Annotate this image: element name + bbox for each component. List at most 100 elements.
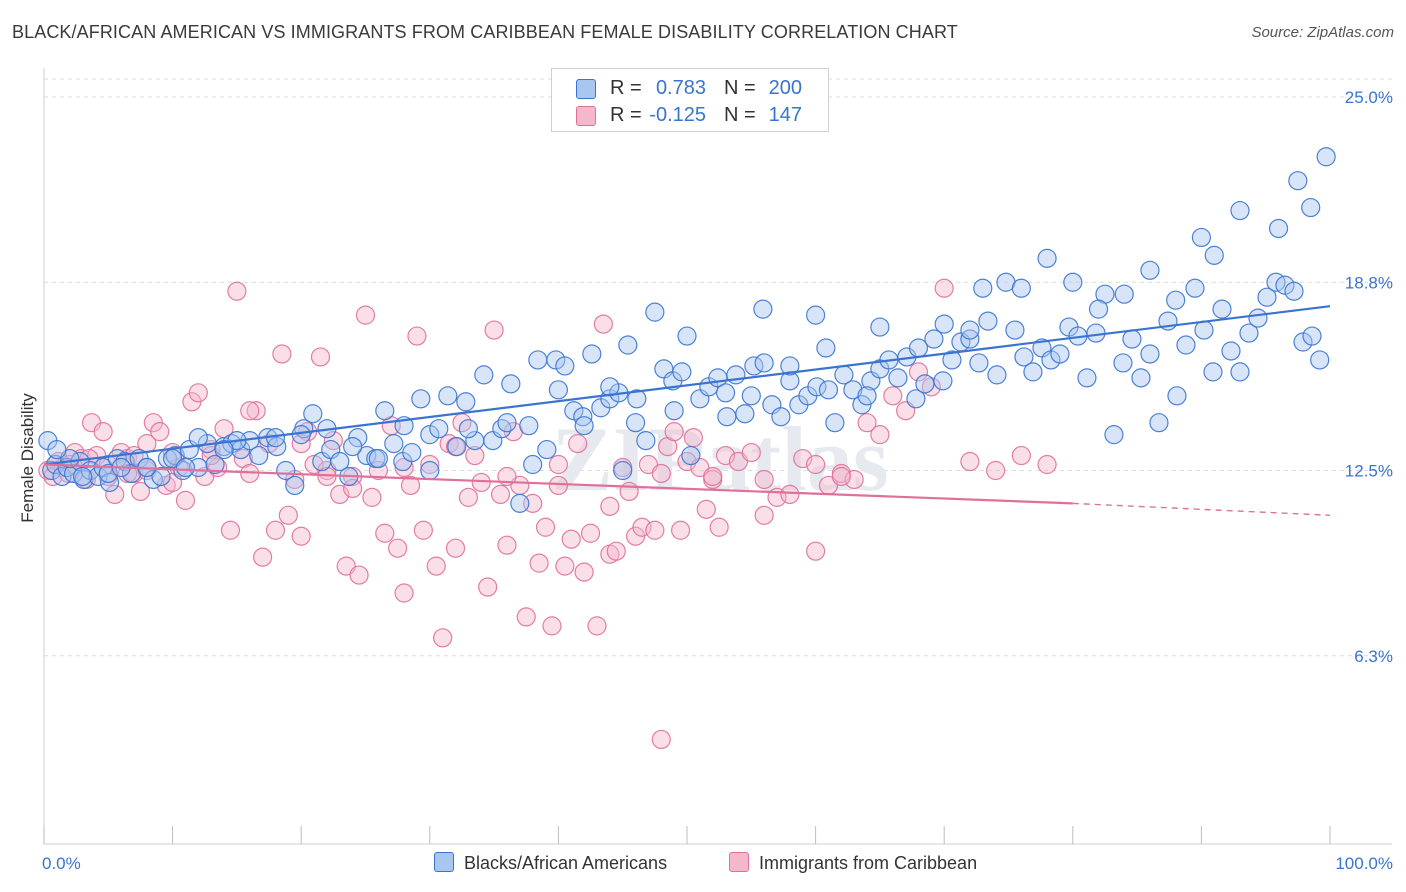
legend-label-caribbean: Immigrants from Caribbean <box>759 853 978 873</box>
data-point <box>1194 320 1214 340</box>
data-point <box>433 628 453 648</box>
data-point <box>973 278 993 298</box>
data-point <box>291 526 311 546</box>
data-point <box>400 475 421 496</box>
data-point <box>375 401 395 421</box>
data-point <box>561 529 581 549</box>
data-point <box>529 553 549 573</box>
data-point <box>568 434 588 454</box>
data-point <box>478 577 498 597</box>
data-point <box>582 344 602 364</box>
data-point <box>753 299 773 319</box>
data-point <box>735 404 755 424</box>
data-point <box>227 281 247 301</box>
x-tick-label: 0.0% <box>42 854 81 873</box>
data-point <box>600 496 620 516</box>
data-point <box>330 451 350 472</box>
data-point <box>220 520 241 540</box>
legend-swatch-blue <box>434 852 454 872</box>
data-point <box>278 505 298 525</box>
axes <box>43 68 1392 845</box>
data-point <box>303 404 323 424</box>
data-point <box>1191 227 1212 248</box>
y-axis-label: Female Disability <box>18 393 37 523</box>
data-point <box>818 380 839 400</box>
data-point <box>870 425 890 445</box>
data-point <box>942 350 962 370</box>
data-point <box>413 520 433 540</box>
data-point <box>1257 287 1277 307</box>
data-point <box>426 556 446 576</box>
data-point <box>355 305 376 325</box>
data-point <box>394 457 414 478</box>
data-point <box>519 416 539 436</box>
data-point <box>1088 299 1109 319</box>
data-point <box>870 317 890 337</box>
chart-title: BLACK/AFRICAN AMERICAN VS IMMIGRANTS FRO… <box>12 22 958 42</box>
data-point <box>1149 413 1169 433</box>
grid-lines <box>44 78 1392 657</box>
data-point <box>411 389 431 409</box>
data-point <box>960 320 980 340</box>
data-point <box>1310 350 1330 370</box>
data-point <box>1050 344 1070 364</box>
data-point <box>285 475 305 496</box>
data-point <box>857 386 877 406</box>
data-point <box>924 329 944 349</box>
data-point <box>501 374 521 394</box>
data-point <box>548 380 569 400</box>
data-point <box>497 535 517 555</box>
data-point <box>205 454 225 475</box>
data-point <box>1284 281 1304 301</box>
legend-row-pink: R = -0.125 N = 147 <box>552 102 828 128</box>
trend-line-pink <box>43 463 1073 505</box>
data-point <box>593 314 614 334</box>
legend-n-value: 200 <box>768 77 802 99</box>
data-point <box>420 460 440 481</box>
data-point <box>272 344 292 364</box>
data-point <box>672 362 692 382</box>
data-point <box>394 583 414 603</box>
data-point <box>214 439 234 460</box>
data-point <box>1114 284 1134 304</box>
data-point <box>580 523 601 543</box>
legend-swatch-blue <box>576 79 596 99</box>
data-point <box>150 422 170 442</box>
legend-r-value: 0.783 <box>655 77 706 99</box>
data-point <box>253 547 273 567</box>
data-point <box>516 607 536 627</box>
data-point <box>1122 329 1142 349</box>
data-point <box>883 386 903 406</box>
data-point <box>1302 326 1322 346</box>
data-point <box>375 523 395 543</box>
data-point <box>105 484 125 505</box>
y-tick-label: 6.3% <box>1354 647 1393 666</box>
data-point <box>1077 368 1097 388</box>
data-point <box>72 466 93 487</box>
data-point <box>555 356 575 376</box>
data-point <box>969 353 989 373</box>
source-label: Source: ZipAtlas.com <box>1251 24 1394 41</box>
trend-lines <box>43 305 1331 517</box>
data-point <box>1014 347 1034 367</box>
data-point <box>349 565 369 585</box>
data-point <box>47 439 67 460</box>
data-point <box>343 436 363 457</box>
data-point <box>458 419 478 439</box>
data-point <box>465 445 485 466</box>
data-point <box>130 481 151 502</box>
y-tick-label: 25.0% <box>1345 88 1393 107</box>
data-point <box>1176 335 1196 355</box>
legend-r-value: -0.125 <box>649 104 706 126</box>
data-point <box>1221 341 1241 361</box>
data-point <box>636 431 656 451</box>
data-point <box>805 454 826 475</box>
data-point <box>456 392 476 412</box>
pink-points <box>38 278 1057 750</box>
data-point <box>420 454 440 475</box>
data-point <box>175 457 196 478</box>
data-point <box>445 538 466 558</box>
data-point <box>703 466 723 487</box>
legend-row-blue: R = 0.783 N = 200 <box>552 75 828 101</box>
data-point <box>474 365 494 385</box>
